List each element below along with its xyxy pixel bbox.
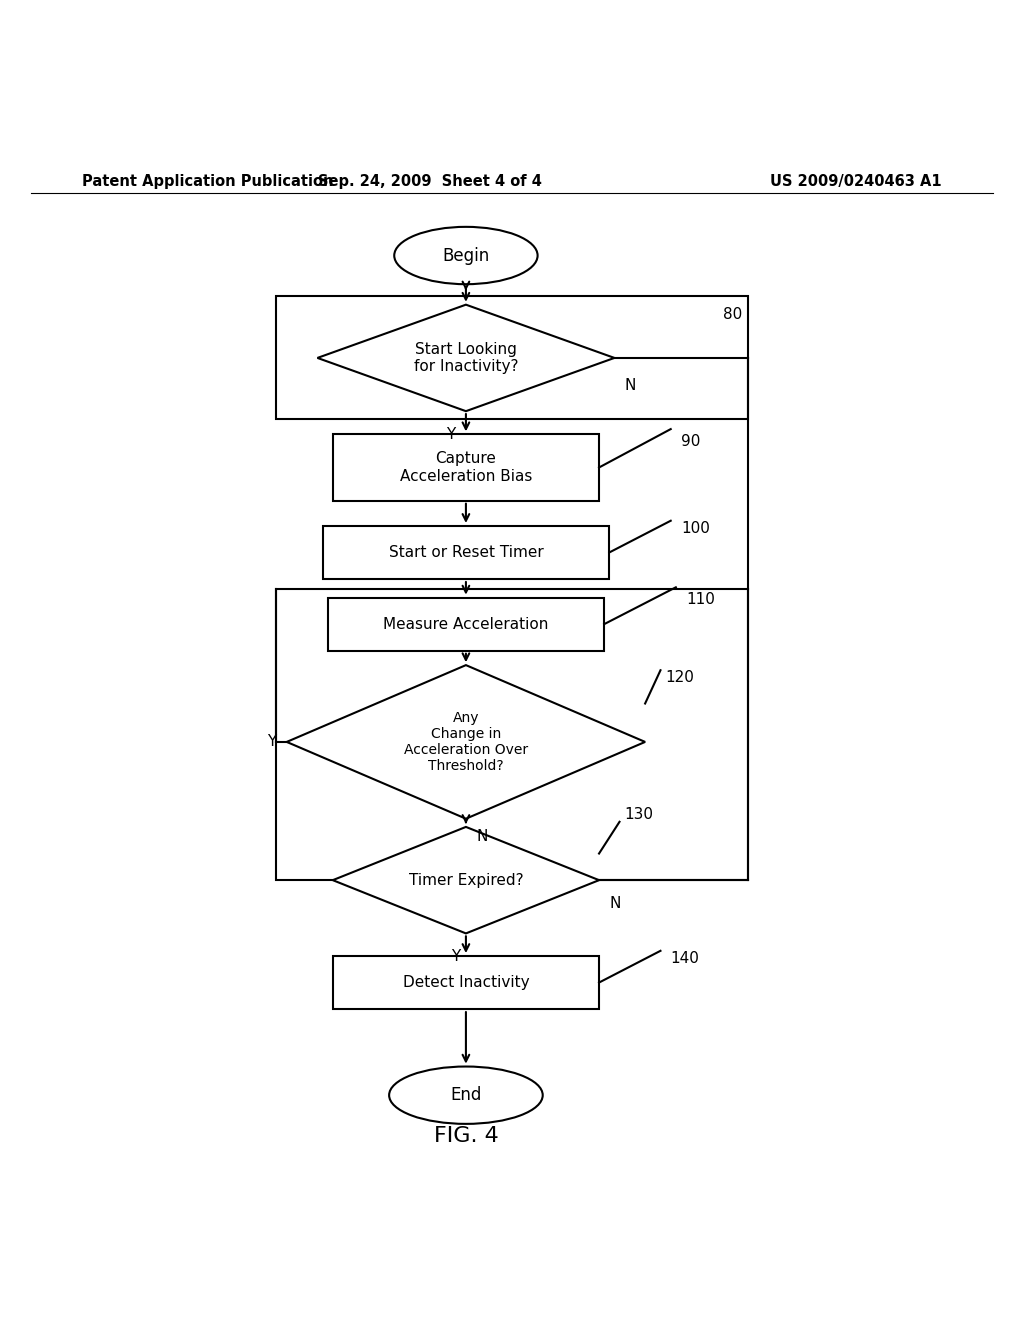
Text: Timer Expired?: Timer Expired?: [409, 873, 523, 887]
FancyBboxPatch shape: [333, 434, 599, 500]
Text: 120: 120: [666, 671, 694, 685]
Text: Y: Y: [446, 426, 456, 441]
Polygon shape: [317, 305, 614, 411]
Text: End: End: [451, 1086, 481, 1105]
Text: 80: 80: [723, 306, 742, 322]
Text: 100: 100: [681, 520, 710, 536]
Polygon shape: [333, 826, 599, 933]
Text: FIG. 4: FIG. 4: [433, 1126, 499, 1146]
Polygon shape: [276, 297, 748, 420]
Text: 140: 140: [671, 950, 699, 966]
Text: 110: 110: [686, 593, 715, 607]
Polygon shape: [287, 665, 645, 818]
Text: Start Looking
for Inactivity?: Start Looking for Inactivity?: [414, 342, 518, 374]
Text: Capture
Acceleration Bias: Capture Acceleration Bias: [399, 451, 532, 483]
Text: 130: 130: [625, 807, 653, 822]
FancyBboxPatch shape: [333, 956, 599, 1010]
Polygon shape: [276, 589, 748, 880]
Ellipse shape: [389, 1067, 543, 1123]
Text: Patent Application Publication: Patent Application Publication: [82, 174, 334, 189]
Text: US 2009/0240463 A1: US 2009/0240463 A1: [770, 174, 942, 189]
Text: Y: Y: [267, 734, 276, 750]
Text: Y: Y: [452, 949, 461, 964]
Text: Detect Inactivity: Detect Inactivity: [402, 975, 529, 990]
Ellipse shape: [394, 227, 538, 284]
Text: 90: 90: [681, 434, 700, 449]
Text: N: N: [609, 895, 621, 911]
FancyBboxPatch shape: [328, 598, 604, 651]
Text: N: N: [476, 829, 487, 843]
Text: Measure Acceleration: Measure Acceleration: [383, 616, 549, 632]
Text: N: N: [625, 379, 636, 393]
Text: Any
Change in
Acceleration Over
Threshold?: Any Change in Acceleration Over Threshol…: [403, 710, 528, 774]
Text: Sep. 24, 2009  Sheet 4 of 4: Sep. 24, 2009 Sheet 4 of 4: [318, 174, 542, 189]
Text: Start or Reset Timer: Start or Reset Timer: [388, 545, 544, 560]
FancyBboxPatch shape: [323, 525, 609, 579]
Text: Begin: Begin: [442, 247, 489, 264]
